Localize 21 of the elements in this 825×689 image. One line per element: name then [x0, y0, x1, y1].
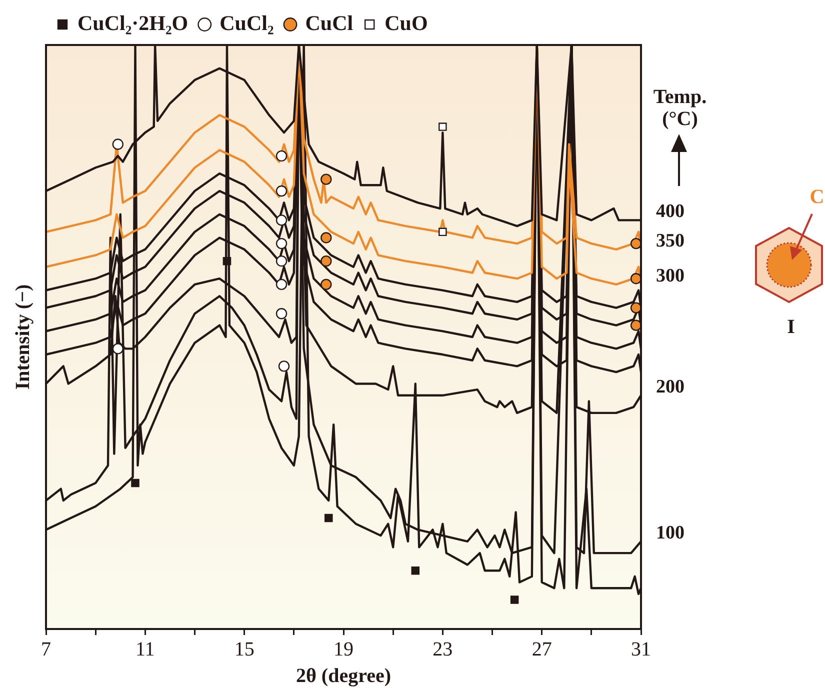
series-label: 100 [656, 522, 684, 544]
x-tick-label: 19 [334, 638, 354, 660]
x-tick-label: 11 [136, 638, 155, 660]
legend-label: CuCl₂ [220, 10, 274, 35]
series-label: 200 [656, 376, 684, 398]
x-tick-label: 27 [532, 638, 552, 660]
legend-label: CuO [384, 10, 428, 35]
text: I [786, 316, 796, 338]
text: Temp. (°C) [652, 86, 708, 130]
series-label: 350 [656, 230, 684, 252]
series-label: 400 [656, 201, 684, 222]
text: C [808, 186, 825, 208]
x-tick-label: 7 [41, 638, 51, 660]
x-tick-label: 23 [432, 638, 453, 660]
legend-label: CuCl [305, 10, 354, 35]
x-tick-label: 15 [234, 638, 254, 660]
x-tick-label: 31 [631, 638, 651, 660]
x-axis-title: 2θ (degree) [296, 665, 392, 688]
legend-label: CuCl₂·2H₂O [78, 10, 188, 35]
series-label: 300 [656, 265, 684, 286]
y-axis-title: Intensity (−) [12, 284, 34, 390]
